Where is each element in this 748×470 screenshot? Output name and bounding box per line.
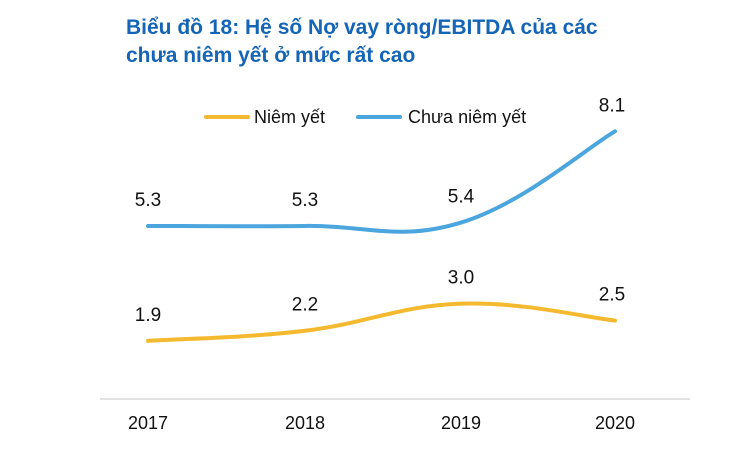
x-tick-label-2019: 2019 <box>441 413 481 433</box>
data-label-unlisted-2017: 5.3 <box>135 190 161 211</box>
data-label-listed-2020: 2.5 <box>599 285 625 306</box>
x-tick-label-2017: 2017 <box>128 413 168 433</box>
data-label-unlisted-2020: 8.1 <box>599 95 625 116</box>
data-label-listed-2018: 2.2 <box>292 295 318 316</box>
x-tick-label-2018: 2018 <box>285 413 325 433</box>
data-label-listed-2019: 3.0 <box>448 268 474 289</box>
data-label-listed-2017: 1.9 <box>135 305 161 326</box>
legend-label-listed: Niêm yết <box>254 107 325 127</box>
data-label-unlisted-2018: 5.3 <box>292 190 318 211</box>
legend: Niêm yết Chưa niêm yết <box>204 107 526 127</box>
legend-label-unlisted: Chưa niêm yết <box>408 107 526 127</box>
series-layer <box>146 129 617 343</box>
chart-title-line-2: chưa niêm yết ở mức rất cao <box>126 44 416 67</box>
x-axis-ticks: 2017 2018 2019 2020 <box>128 413 635 433</box>
series-line-unlisted <box>146 129 617 234</box>
chart-title-line-1: Biểu đồ 18: Hệ số Nợ vay ròng/EBITDA của… <box>126 16 598 39</box>
data-labels: 1.9 2.2 3.0 2.5 5.3 5.3 5.4 8.1 <box>135 95 625 326</box>
data-label-unlisted-2019: 5.4 <box>448 187 475 208</box>
chart-title: Biểu đồ 18: Hệ số Nợ vay ròng/EBITDA của… <box>126 14 726 70</box>
series-line-listed <box>146 301 617 343</box>
x-tick-label-2020: 2020 <box>595 413 635 433</box>
